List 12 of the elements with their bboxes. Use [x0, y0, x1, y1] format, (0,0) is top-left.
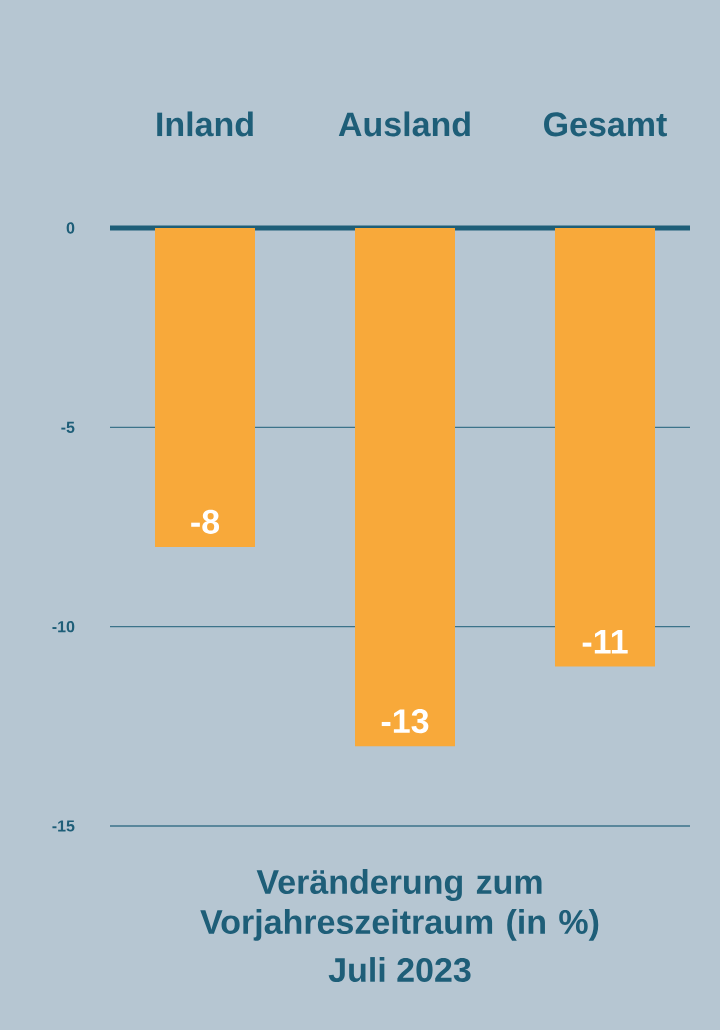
x-tick-label: Inland — [157, 111, 253, 137]
data-label: -11 — [582, 630, 628, 654]
text: Juli 2023 — [328, 957, 471, 983]
data-label: -13 — [381, 709, 429, 734]
y-tick-label: 0 — [66, 222, 75, 234]
y-tick-label: -5 — [61, 421, 75, 433]
text: Veränderung zum Vorjahreszeitraum (in %) — [200, 869, 599, 941]
x-tick-label: Gesamt — [544, 112, 667, 137]
data-label: -8 — [191, 509, 220, 534]
y-tick-label: -10 — [52, 621, 75, 633]
y-tick-label: -15 — [52, 820, 75, 832]
x-tick-label: Ausland — [338, 111, 470, 137]
